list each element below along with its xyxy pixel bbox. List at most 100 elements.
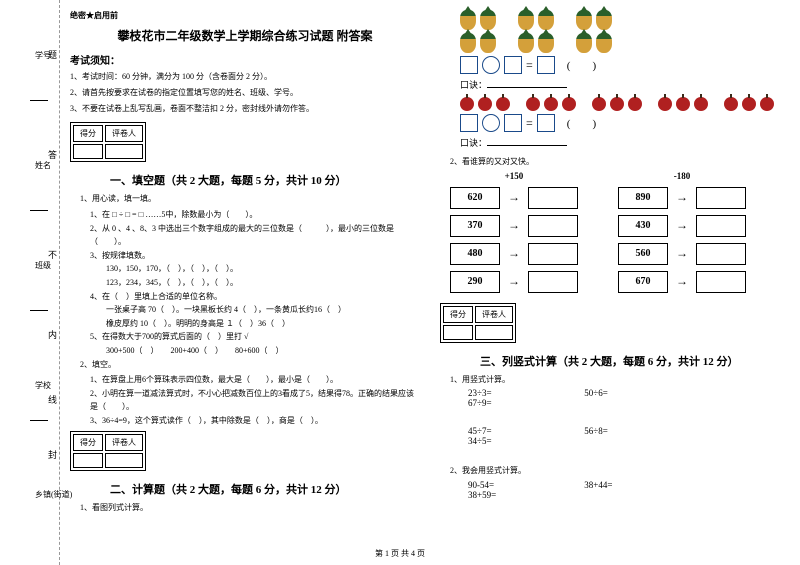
side-char: 封 — [46, 450, 59, 459]
score-label: 得分 — [443, 306, 473, 323]
grader-label: 评卷人 — [105, 434, 143, 451]
apple-icon — [760, 97, 774, 111]
section1-title: 一、填空题（共 2 大题，每题 5 分，共计 10 分） — [110, 172, 347, 188]
margin-label-xuexiao: 学校 — [35, 380, 51, 391]
answer-box[interactable] — [528, 243, 578, 265]
arrow-icon: → — [676, 274, 688, 289]
calc-eq: 56÷8= — [584, 426, 684, 436]
arrow-icon: → — [676, 190, 688, 205]
exam-title: 攀枝花市二年级数学上学期综合练习试题 附答案 — [70, 27, 420, 44]
apple-icon — [724, 97, 738, 111]
calc-eq: 90-54= — [468, 480, 568, 490]
q2-item: 2、小明在算一道减法算式时，不小心把减数百位上的3看成了5，结果得78。正确的结… — [90, 387, 420, 414]
calc-eq: 67÷9= — [468, 398, 568, 408]
arrow-icon: → — [676, 246, 688, 261]
calc-eq: 38+59= — [468, 490, 568, 500]
grader-label: 评卷人 — [105, 125, 143, 142]
pineapple-icon — [518, 10, 534, 30]
score-label: 得分 — [73, 434, 103, 451]
notice-1: 1、考试时间：60 分钟，满分为 100 分（含卷面分 2 分）。 — [70, 71, 420, 84]
num-cell: 370 — [450, 215, 500, 237]
arrow-icon: → — [508, 190, 520, 205]
answer-box[interactable] — [528, 187, 578, 209]
s3-q2: 2、我会用竖式计算。 — [450, 464, 790, 478]
op-label: -180 — [618, 171, 746, 181]
operand-box[interactable] — [460, 114, 478, 132]
answer-box[interactable] — [696, 187, 746, 209]
margin-line — [30, 210, 48, 211]
score-box: 得分评卷人 — [70, 122, 146, 162]
margin-line — [30, 310, 48, 311]
apple-icon — [460, 97, 474, 111]
pineapple-icon — [596, 10, 612, 30]
section2-title: 二、计算题（共 2 大题，每题 6 分，共计 12 分） — [110, 481, 347, 497]
pineapple-icon — [596, 33, 612, 53]
apple-icon — [676, 97, 690, 111]
equals-sign: = — [526, 58, 533, 73]
koujue-line[interactable] — [487, 145, 567, 146]
q1-item: 130，150，170，（ ），（ ），（ ）。 — [90, 262, 420, 276]
apple-icon — [544, 97, 558, 111]
q1-item: 1、在 □ ÷ □ = □ ……5中，除数最小为（ ）。 — [90, 208, 420, 222]
pineapple-icon — [460, 10, 476, 30]
q2-item: 1、在算盘上用6个算珠表示四位数，最大是（ ），最小是（ ）。 — [90, 373, 420, 387]
operand-box[interactable] — [504, 114, 522, 132]
pineapple-icon — [576, 33, 592, 53]
s3-q1: 1、用竖式计算。 — [450, 373, 790, 387]
score-label: 得分 — [73, 125, 103, 142]
answer-box[interactable] — [696, 243, 746, 265]
num-cell: 560 — [618, 243, 668, 265]
q1-item: 橡皮厚约 10（ ）。明明的身高是 １（ ）36（ ） — [90, 317, 420, 331]
grader-label: 评卷人 — [475, 306, 513, 323]
pineapple-icon — [538, 33, 554, 53]
notice-3: 3、不要在试卷上乱写乱画，卷面不整洁扣 2 分，密封线外请勿作答。 — [70, 103, 420, 116]
formula-apple: = ( ) — [460, 114, 790, 132]
margin-label-banji: 班级 — [35, 260, 51, 271]
s2-q2: 2、看谁算的又对又快。 — [450, 155, 790, 169]
num-cell: 480 — [450, 243, 500, 265]
operand-box[interactable] — [504, 56, 522, 74]
pineapple-row — [460, 10, 790, 30]
answer-box[interactable] — [528, 271, 578, 293]
answer-box[interactable] — [528, 215, 578, 237]
num-cell: 620 — [450, 187, 500, 209]
koujue-label: 口诀： — [460, 78, 790, 91]
result-box[interactable] — [537, 56, 555, 74]
num-cell: 430 — [618, 215, 668, 237]
margin-label-xingming: 姓名 — [35, 160, 51, 171]
apple-icon — [562, 97, 576, 111]
side-char: 答 — [46, 150, 59, 159]
apple-icon — [592, 97, 606, 111]
num-cell: 890 — [618, 187, 668, 209]
s2-q1: 1、看图列式计算。 — [80, 501, 420, 515]
operator-box[interactable] — [482, 114, 500, 132]
num-cell: 290 — [450, 271, 500, 293]
result-box[interactable] — [537, 114, 555, 132]
q1-item: 4、在（ ）里填上合适的单位名称。 — [90, 290, 420, 304]
notice-title: 考试须知： — [70, 52, 420, 67]
right-column: = ( ) 口诀： = ( ) 口诀： 2、看谁算的又对又快。 — [440, 10, 790, 517]
koujue-line[interactable] — [487, 87, 567, 88]
answer-box[interactable] — [696, 271, 746, 293]
apple-icon — [610, 97, 624, 111]
operand-box[interactable] — [460, 56, 478, 74]
operator-box[interactable] — [482, 56, 500, 74]
calc-grid: +150 620→ 370→ 480→ 290→ -180 890→ 430→ … — [450, 171, 790, 293]
q2-item: 3、36÷4=9，这个算式读作（ ），其中除数是（ ），商是（ ）。 — [90, 414, 420, 428]
calc-eq: 23÷3= — [468, 388, 568, 398]
q1-item: 123，234，345，（ ），（ ），（ ）。 — [90, 276, 420, 290]
apple-icon — [742, 97, 756, 111]
q1-item: 2、从 0 、4 、8、3 中选出三个数字组成的最大的三位数是（ ），最小的三位… — [90, 222, 420, 249]
arrow-icon: → — [508, 274, 520, 289]
apple-icon — [628, 97, 642, 111]
apple-icon — [526, 97, 540, 111]
pineapple-icon — [576, 10, 592, 30]
margin-label-xiangzhen: 乡镇(街道) — [35, 490, 75, 500]
answer-box[interactable] — [696, 215, 746, 237]
q1-item: 一张桌子高 70（ ）。一块黑板长约 4（ ），一条黄瓜长约16（ ） — [90, 303, 420, 317]
page-footer: 第 1 页 共 4 页 — [0, 548, 800, 559]
side-char: 内 — [46, 330, 59, 339]
apple-icon — [658, 97, 672, 111]
calc-eq: 38+44= — [584, 480, 684, 490]
pineapple-row — [460, 33, 790, 53]
